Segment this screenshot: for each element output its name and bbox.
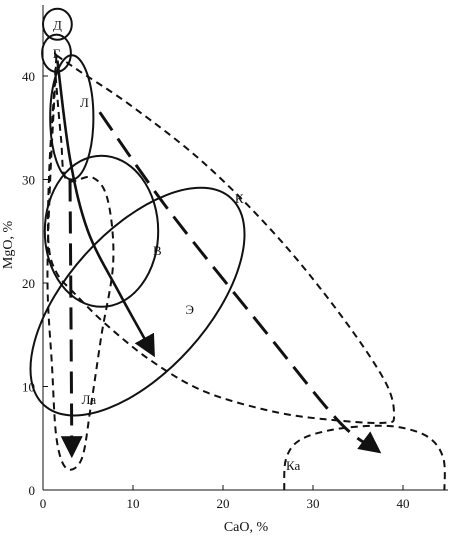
y-tick: 40 bbox=[22, 69, 48, 84]
region-k-boundary bbox=[46, 50, 396, 425]
y-tick: 30 bbox=[22, 173, 48, 188]
y-tick-label: 0 bbox=[29, 483, 36, 498]
region-v-ellipse bbox=[43, 154, 160, 308]
trend-arrows bbox=[56, 60, 382, 459]
region-label-k: К bbox=[235, 191, 244, 206]
y-tick: 0 bbox=[29, 483, 48, 498]
region-label-d: Д bbox=[53, 17, 62, 32]
regions bbox=[29, 7, 446, 491]
y-axis-title: MgO, % bbox=[1, 221, 16, 270]
x-tick: 40 bbox=[397, 485, 410, 511]
x-tick-label: 0 bbox=[40, 496, 47, 511]
y-tick-label: 30 bbox=[22, 173, 35, 188]
x-tick: 20 bbox=[217, 485, 230, 511]
axes bbox=[42, 5, 448, 491]
trend-arrow-1 bbox=[56, 60, 155, 358]
x-tick-label: 30 bbox=[307, 496, 320, 511]
x-tick: 10 bbox=[127, 485, 140, 511]
x-tick: 30 bbox=[307, 485, 320, 511]
region-label-la: Ла bbox=[82, 392, 97, 407]
region-label-v: В bbox=[153, 243, 162, 258]
x-tick-label: 10 bbox=[127, 496, 140, 511]
region-e-ellipse bbox=[29, 186, 246, 417]
trend-arrow-3 bbox=[60, 179, 83, 459]
region-label-ka: Ка bbox=[286, 458, 300, 473]
x-axis-title: CaO, % bbox=[224, 520, 269, 535]
region-label-l: Л bbox=[80, 95, 89, 110]
y-tick: 20 bbox=[22, 276, 48, 291]
region-l-ellipse bbox=[49, 54, 95, 181]
y-tick-label: 20 bbox=[22, 276, 35, 291]
x-ticks: 0 10 20 30 40 bbox=[40, 485, 410, 511]
x-tick-label: 20 bbox=[217, 496, 230, 511]
region-label-e: Э bbox=[185, 302, 194, 317]
region-d-ellipse bbox=[42, 7, 73, 41]
x-tick: 0 bbox=[40, 485, 47, 511]
region-la-boundary bbox=[46, 64, 115, 471]
trend-arrow-2 bbox=[98, 111, 382, 454]
region-labels: ДГ Л В Э К Ла Ка bbox=[53, 17, 301, 473]
region-ka-boundary bbox=[283, 424, 446, 491]
region-label-g: Г bbox=[53, 46, 61, 61]
x-tick-label: 40 bbox=[397, 496, 410, 511]
y-tick-label: 40 bbox=[22, 69, 35, 84]
